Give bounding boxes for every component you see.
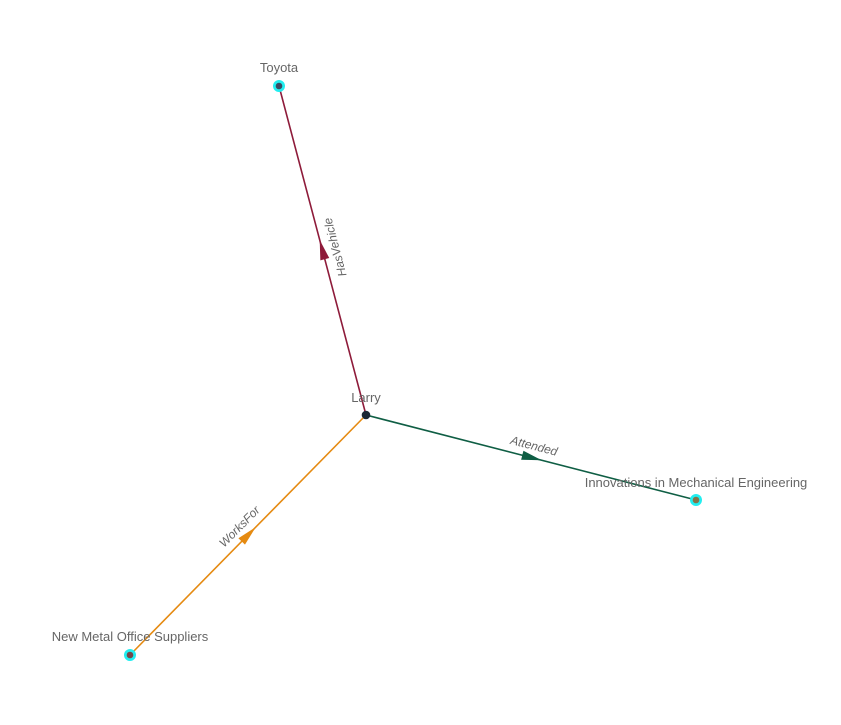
svg-text:Innovations in Mechanical Engi: Innovations in Mechanical Engineering: [585, 475, 808, 490]
svg-text:Larry: Larry: [351, 390, 381, 405]
svg-text:Toyota: Toyota: [260, 60, 299, 75]
svg-text:New Metal Office Suppliers: New Metal Office Suppliers: [52, 629, 209, 644]
